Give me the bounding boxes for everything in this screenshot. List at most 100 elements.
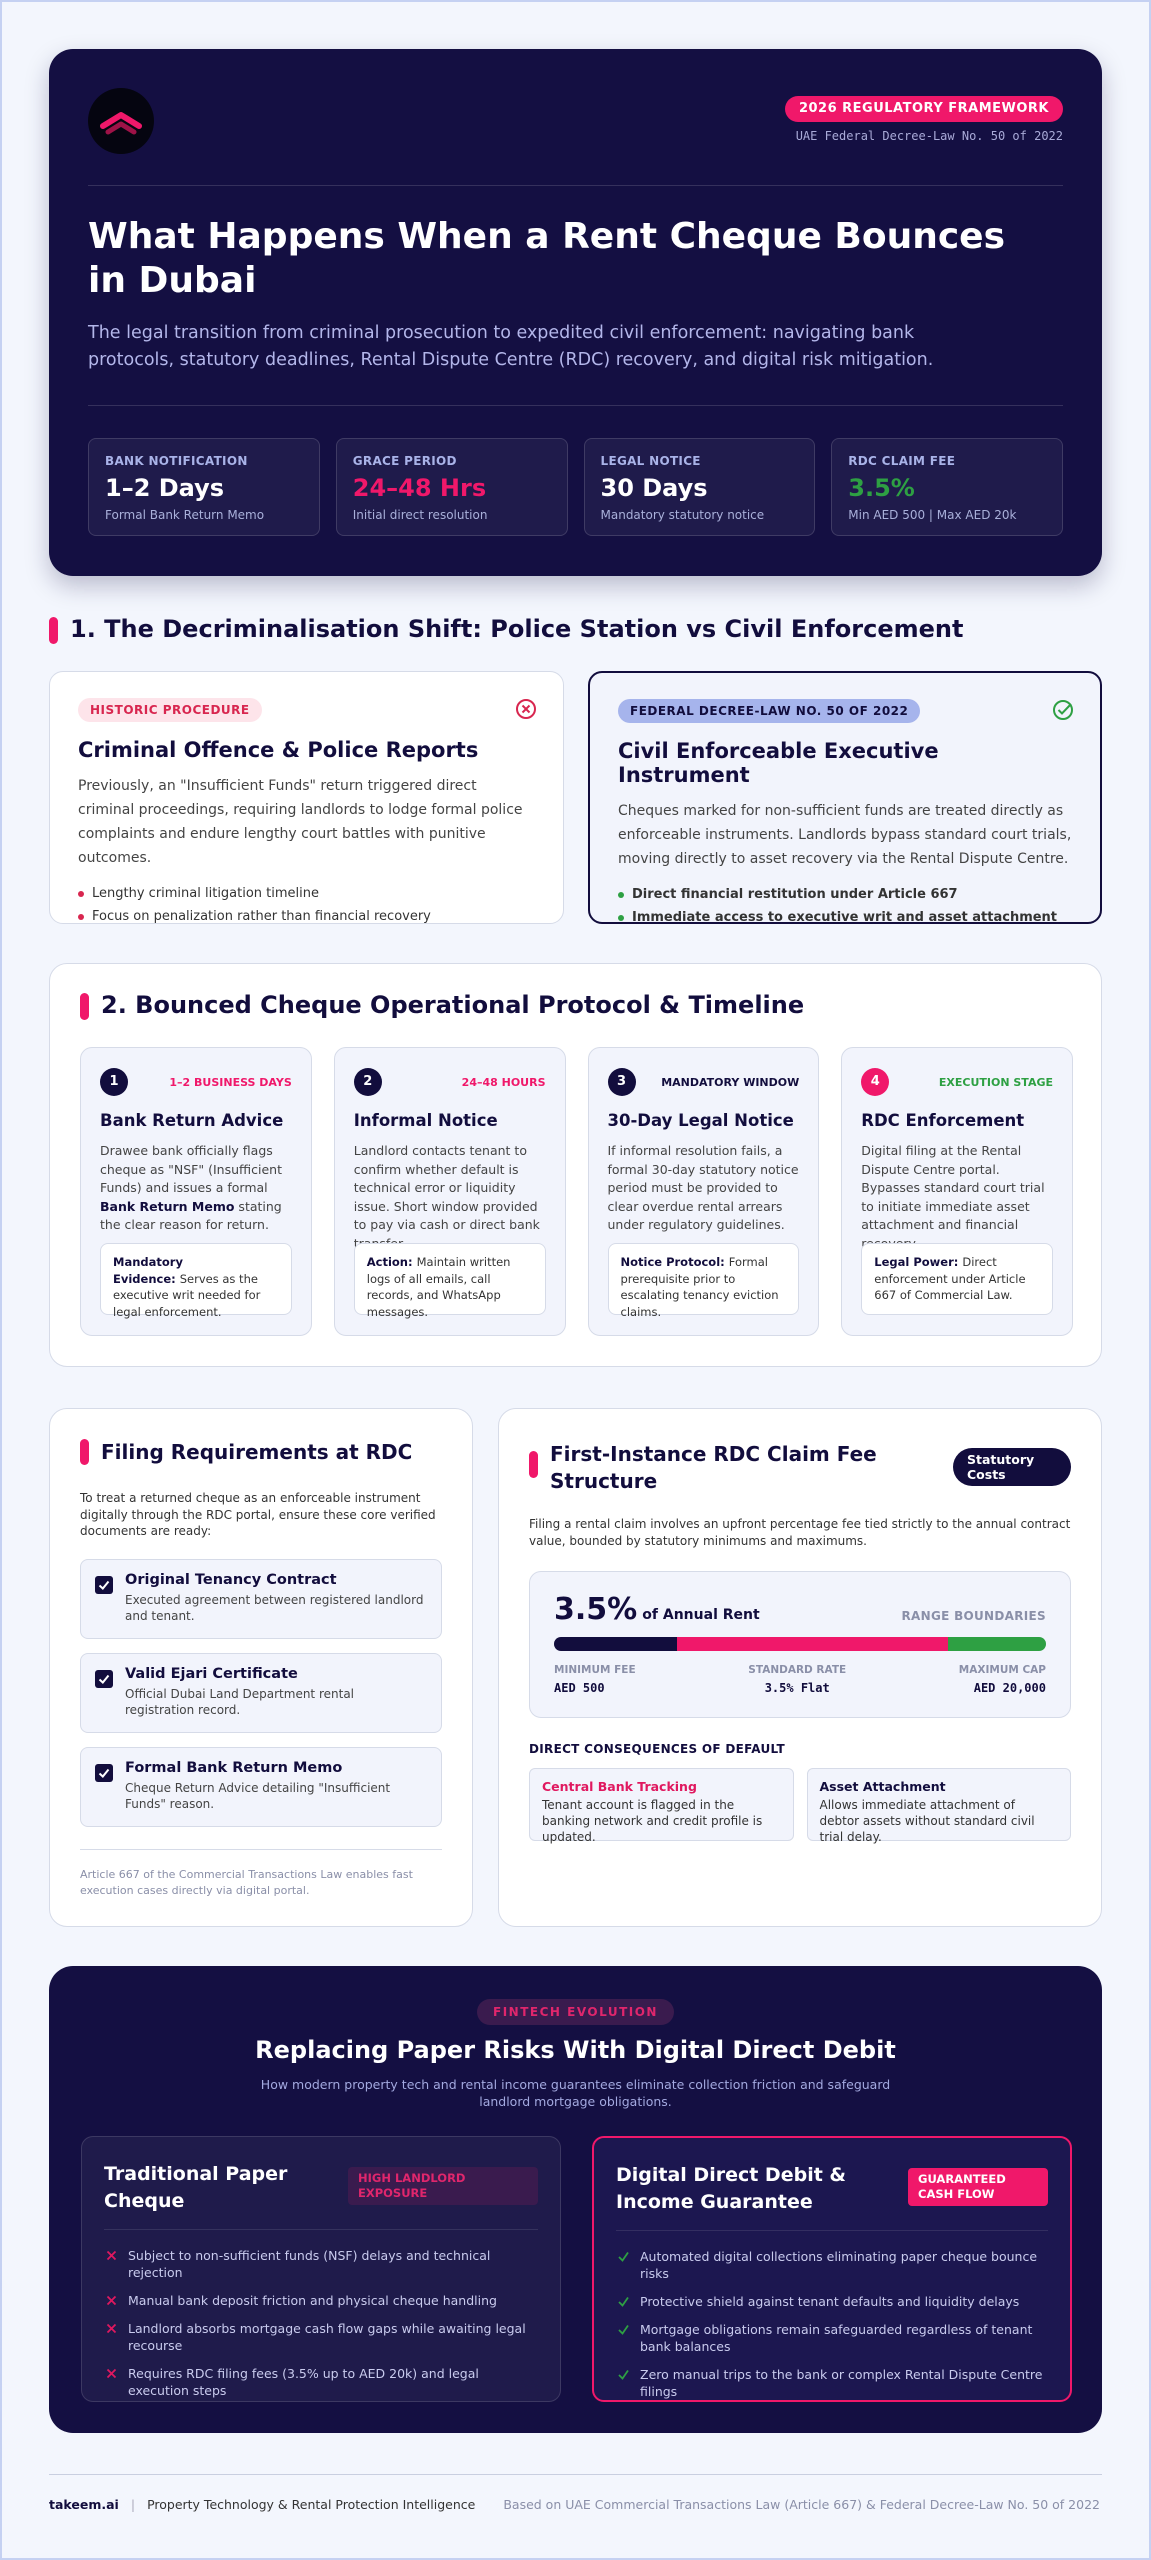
- item-text: Protective shield against tenant default…: [640, 2294, 1020, 2309]
- consequence-text: Allows immediate attachment of debtor as…: [819, 1798, 1035, 1844]
- step-header: 2 24–48 HOURS: [353, 1068, 546, 1096]
- divider: [80, 1849, 442, 1850]
- stat-note: Initial direct resolution: [352, 508, 488, 522]
- step-title: 30-Day Legal Notice: [607, 1111, 794, 1130]
- emphasis: Bank Return Memo: [100, 1198, 235, 1214]
- step-note: Mandatory Evidence: Serves as the executi…: [100, 1243, 292, 1319]
- item-text: Subject to non-sufficient funds (NSF) de…: [128, 2248, 491, 2280]
- subtitle: The legal transition from criminal prose…: [88, 323, 934, 370]
- item-text: Requires RDC filing fees (3.5% up to AED…: [128, 2366, 479, 2398]
- fee-heading: First-Instance RDC Claim Fee Structure: [550, 1442, 877, 1493]
- bound-value: AED 20,000: [973, 1681, 1046, 1695]
- bar-segment: [677, 1637, 948, 1651]
- cross-mark: [106, 2368, 117, 2379]
- bound-label: STANDARD RATE: [748, 1664, 847, 1676]
- rate-suffix: of Annual Rent: [642, 1607, 760, 1623]
- stats-row: BANK NOTIFICATION 1–2 Days Formal Bank Ret…: [88, 438, 1063, 536]
- divider: [616, 2230, 1048, 2231]
- bullet: Lengthy criminal litigation timeline: [78, 882, 535, 905]
- cross-mark: [106, 2295, 117, 2306]
- range-bar: [554, 1637, 1046, 1651]
- document-desc: Official Dubai Land Department rental re…: [125, 1687, 355, 1717]
- document-list: Original Tenancy Contract Executed agreem…: [80, 1559, 442, 1841]
- stat-value: 30 Days: [600, 474, 708, 502]
- bullet: Immediate access to executive writ and a…: [618, 906, 1072, 929]
- step-header: 4 EXECUTION STAGE: [861, 1068, 1053, 1096]
- consequence-text: Tenant account is flagged in the banking…: [542, 1798, 763, 1844]
- filing-intro: To treat a returned cheque as an enforce…: [80, 1491, 436, 1538]
- bar-segment: [947, 1637, 1046, 1651]
- consequence: Asset Attachment Allows immediate attachm…: [806, 1768, 1071, 1844]
- check-mark: [618, 2369, 629, 2380]
- step-timing: EXECUTION STAGE: [938, 1075, 1053, 1089]
- fee-badge: Statutory Costs: [953, 1448, 1071, 1486]
- cross-mark: [106, 2323, 117, 2334]
- consequences-heading: DIRECT CONSEQUENCES OF DEFAULT: [529, 1742, 785, 1756]
- footer-source: Based on UAE Commercial Transactions Law…: [503, 2497, 1100, 2512]
- separator: |: [130, 2497, 136, 2512]
- card-tag: HISTORIC PROCEDURE: [78, 698, 262, 722]
- check-mark: [618, 2296, 629, 2307]
- header-card: 2026 REGULATORY FRAMEWORK UAE Federal De…: [49, 49, 1102, 576]
- fintech-title: Replacing Paper Risks With Digital Direc…: [255, 2036, 896, 2064]
- paper-column: Traditional Paper Cheque HIGH LANDLORD EX…: [81, 2136, 561, 2402]
- note-label: Notice Protocol:: [620, 1255, 725, 1269]
- step-card: 4 EXECUTION STAGE RDC Enforcement Digital f…: [841, 1047, 1073, 1336]
- footer-left: takeem.ai | Property Technology & Rental P…: [49, 2497, 475, 2512]
- list-item: Manual bank deposit friction and physica…: [104, 2292, 538, 2309]
- bound-value: 3.5% Flat: [764, 1681, 830, 1695]
- fee-card: First-Instance RDC Claim Fee Structure S…: [498, 1408, 1102, 1927]
- step-header: 3 MANDATORY WINDOW: [607, 1068, 800, 1096]
- item-text: Manual bank deposit friction and physica…: [128, 2293, 497, 2308]
- divider: [104, 2229, 538, 2230]
- step-text: Landlord contacts tenant to confirm whet…: [354, 1142, 546, 1253]
- bound-label: MAXIMUM CAP: [958, 1664, 1046, 1676]
- item-text: Landlord absorbs mortgage cash flow gaps…: [128, 2321, 526, 2353]
- fintech-tag: FINTECH EVOLUTION: [477, 1999, 674, 2025]
- step-note: Notice Protocol: Formal prerequisite prio…: [607, 1243, 800, 1319]
- divider: [88, 185, 1063, 186]
- bound: STANDARD RATE 3.5% Flat: [748, 1664, 846, 1695]
- consequence-title: Asset Attachment: [819, 1779, 946, 1794]
- note-text: Serves as the executive writ needed for …: [113, 1271, 261, 1319]
- bullet-list: Lengthy criminal litigation timeline Focu…: [78, 882, 535, 928]
- note-text: Maintain written logs of all emails, cal…: [366, 1255, 511, 1319]
- protocol-card: 2. Bounced Cheque Operational Protocol &…: [49, 963, 1102, 1367]
- step-timing: MANDATORY WINDOW: [661, 1075, 800, 1089]
- consequence: Central Bank Tracking Tenant account is f…: [529, 1768, 794, 1844]
- bullet: Focus on penalization rather than financ…: [78, 905, 535, 928]
- law-reference: UAE Federal Decree-Law No. 50 of 2022: [795, 129, 1063, 143]
- item-text: Zero manual trips to the bank or complex…: [640, 2367, 1043, 2399]
- section-marker: [80, 1439, 89, 1465]
- stat-value: 1–2 Days: [105, 474, 225, 502]
- check-icon: [1053, 700, 1073, 720]
- step-timing: 1–2 BUSINESS DAYS: [169, 1075, 292, 1089]
- document-title: Valid Ejari Certificate: [125, 1666, 298, 1682]
- fintech-section: FINTECH EVOLUTION Replacing Paper Risks …: [49, 1966, 1102, 2433]
- title: What Happens When a Rent Cheque Bounces …: [88, 216, 1006, 301]
- text-part: stating the clear reason for return.: [100, 1198, 282, 1233]
- digital-column: Digital Direct Debit & Income Guarantee G…: [592, 2136, 1072, 2402]
- historic-card: HISTORIC PROCEDURE Criminal Offence & Po…: [49, 671, 564, 924]
- column-title: Digital Direct Debit & Income Guarantee: [616, 2164, 846, 2213]
- consequences-row: Central Bank Tracking Tenant account is f…: [529, 1768, 1071, 1844]
- step-header: 1 1–2 BUSINESS DAYS: [100, 1068, 292, 1096]
- stat-card: RDC CLAIM FEE 3.5% Min AED 500 | Max AED 2…: [831, 438, 1063, 536]
- section-heading: 2. Bounced Cheque Operational Protocol &…: [101, 991, 805, 1019]
- step-title: Bank Return Advice: [100, 1111, 284, 1130]
- bound: MAXIMUM CAP AED 20,000: [959, 1664, 1046, 1695]
- section-marker: [49, 617, 58, 644]
- check-mark: [618, 2324, 629, 2335]
- bullet: Direct financial restitution under Artic…: [618, 883, 1072, 906]
- step-card: 1 1–2 BUSINESS DAYS Bank Return Advice Draw…: [80, 1047, 312, 1336]
- step-title: Informal Notice: [353, 1111, 498, 1130]
- step-number: 4: [861, 1068, 890, 1096]
- range-label: RANGE BOUNDARIES: [901, 1609, 1046, 1623]
- step-timing: 24–48 HOURS: [461, 1075, 546, 1089]
- filing-heading: Filing Requirements at RDC: [101, 1440, 413, 1464]
- tag-row: FINTECH EVOLUTION: [49, 1999, 1102, 2025]
- column-title: Traditional Paper Cheque: [104, 2163, 288, 2212]
- document-item: Valid Ejari Certificate Official Dubai La…: [80, 1653, 442, 1733]
- text-part: Digital filing at the Rental Dispute Cen…: [861, 1143, 1045, 1251]
- divider: [88, 405, 1063, 406]
